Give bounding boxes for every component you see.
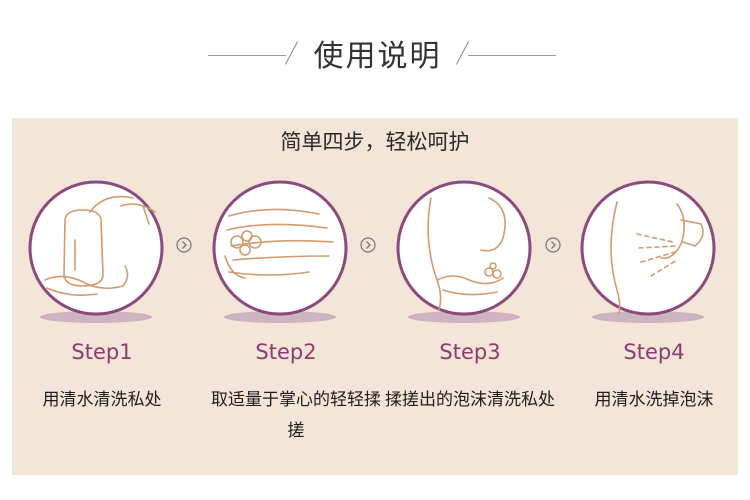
rinse-bottle-icon [28,180,164,323]
header-divider-right [468,55,556,56]
header-slash-right [455,41,470,65]
step-3-text: 揉搓出的泡沫清洗私处 [385,390,555,410]
foam-wash-icon [396,180,532,323]
chevron-right-circle-icon [545,237,561,253]
page-title: 使用说明 [313,39,442,74]
chevron-right-circle-icon [176,237,192,253]
page-header: 使用说明 [0,0,750,118]
step-3-illustration [393,180,535,330]
step-4-text: 用清水洗掉泡沫 [594,390,714,410]
water-rinse-icon [580,180,716,323]
header-divider-left [208,55,286,56]
lather-hands-icon [212,180,348,323]
step-1-illustration [25,180,167,330]
step-2-text: 取适量于掌心的轻轻揉搓 [211,390,381,441]
step-1-text: 用清水清洗私处 [42,390,162,410]
step-2-illustration [209,180,351,330]
step-1-label: Step1 [71,340,133,364]
step-2-label: Step2 [255,340,317,364]
step-4-illustration [577,180,719,330]
instructions-panel: 简单四步，轻松呵护 Step1 用清水清洗私处 [12,118,738,475]
step-4-label: Step4 [623,340,685,364]
panel-subtitle: 简单四步，轻松呵护 [280,130,470,154]
chevron-right-circle-icon [360,237,376,253]
header-slash-left [284,41,299,65]
step-3-label: Step3 [439,340,501,364]
